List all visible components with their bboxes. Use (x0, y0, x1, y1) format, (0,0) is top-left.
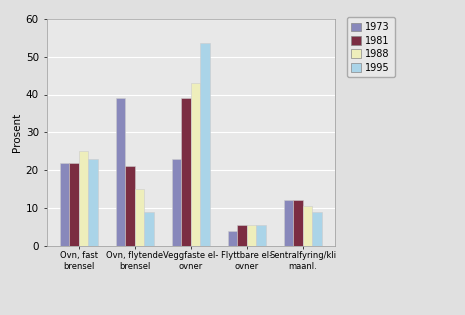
Bar (191, 83, 200, 246)
Bar (312, 212, 322, 246)
Bar (116, 98, 125, 246)
Bar (69, 163, 79, 246)
Bar (79, 151, 88, 246)
Bar (237, 225, 246, 246)
Bar (256, 225, 266, 246)
Y-axis label: Prosent: Prosent (12, 113, 21, 152)
Bar (135, 189, 144, 246)
Bar (200, 43, 210, 246)
Bar (227, 231, 237, 246)
Bar (293, 200, 303, 246)
Bar (60, 163, 69, 246)
Bar (181, 98, 191, 246)
Bar (284, 200, 293, 246)
Bar (125, 166, 135, 246)
Bar (246, 225, 256, 246)
Bar (303, 206, 312, 246)
Bar (172, 159, 181, 246)
Bar (88, 159, 98, 246)
Bar (144, 212, 154, 246)
Legend: 1973, 1981, 1988, 1995: 1973, 1981, 1988, 1995 (346, 17, 395, 77)
